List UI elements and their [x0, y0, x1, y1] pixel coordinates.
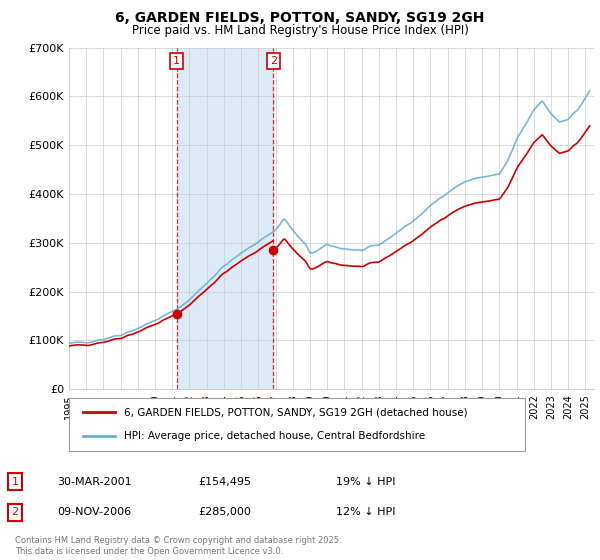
Text: Price paid vs. HM Land Registry's House Price Index (HPI): Price paid vs. HM Land Registry's House …: [131, 24, 469, 36]
Text: 6, GARDEN FIELDS, POTTON, SANDY, SG19 2GH: 6, GARDEN FIELDS, POTTON, SANDY, SG19 2G…: [115, 11, 485, 25]
Text: 1: 1: [173, 56, 180, 66]
Text: 2: 2: [270, 56, 277, 66]
Text: HPI: Average price, detached house, Central Bedfordshire: HPI: Average price, detached house, Cent…: [124, 431, 425, 441]
Text: 12% ↓ HPI: 12% ↓ HPI: [336, 507, 395, 517]
Text: £285,000: £285,000: [198, 507, 251, 517]
Text: 19% ↓ HPI: 19% ↓ HPI: [336, 477, 395, 487]
Text: 2: 2: [11, 507, 19, 517]
FancyBboxPatch shape: [69, 398, 525, 451]
Text: 09-NOV-2006: 09-NOV-2006: [57, 507, 131, 517]
Bar: [176, 48, 274, 389]
Text: 30-MAR-2001: 30-MAR-2001: [57, 477, 131, 487]
Text: 6, GARDEN FIELDS, POTTON, SANDY, SG19 2GH (detached house): 6, GARDEN FIELDS, POTTON, SANDY, SG19 2G…: [124, 408, 467, 418]
Text: £154,495: £154,495: [198, 477, 251, 487]
Text: 1: 1: [11, 477, 19, 487]
Text: Contains HM Land Registry data © Crown copyright and database right 2025.
This d: Contains HM Land Registry data © Crown c…: [15, 536, 341, 556]
